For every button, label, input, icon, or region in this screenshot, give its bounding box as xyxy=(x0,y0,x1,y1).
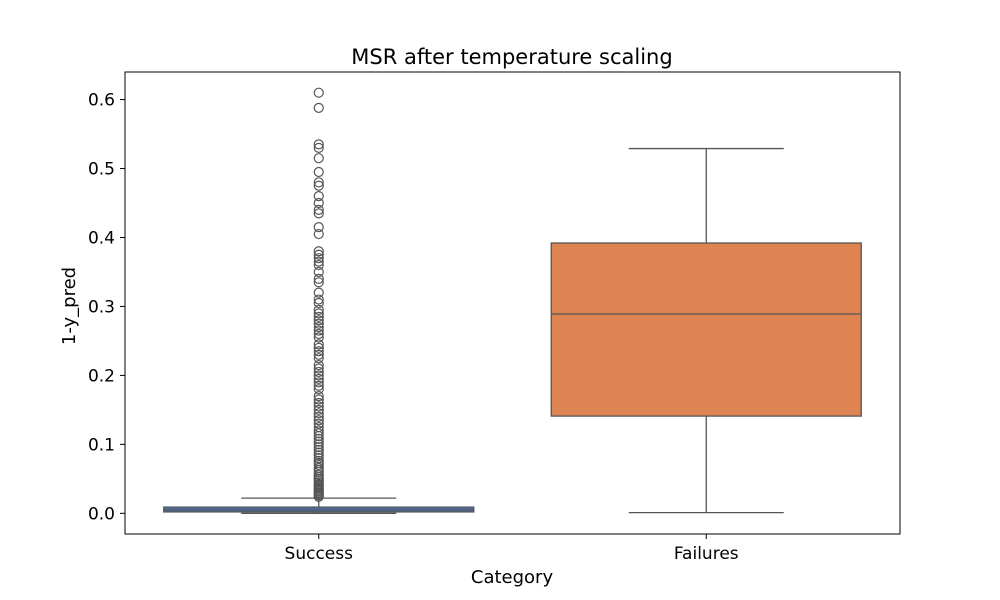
outlier-point xyxy=(313,277,324,288)
outlier-point xyxy=(313,328,324,340)
outlier-point xyxy=(313,153,324,164)
outlier-point xyxy=(313,418,324,429)
x-axis-label: Category xyxy=(471,567,554,588)
outlier-point xyxy=(313,408,324,419)
outlier-point xyxy=(313,450,324,461)
outlier-point xyxy=(313,102,324,113)
outlier-point xyxy=(313,287,324,298)
outlier-point xyxy=(313,444,324,455)
outlier-point xyxy=(313,447,324,458)
outlier-point xyxy=(313,304,324,315)
outlier-point xyxy=(313,180,324,191)
outlier-point xyxy=(313,342,324,353)
outlier-point xyxy=(313,394,324,405)
outlier-point xyxy=(313,353,324,364)
outlier-point xyxy=(313,204,324,216)
outlier-point xyxy=(313,228,324,240)
outlier-point xyxy=(313,253,324,264)
outlier-point xyxy=(313,191,324,202)
outlier-point xyxy=(313,462,324,473)
outlier-point xyxy=(313,208,324,219)
outlier-point xyxy=(313,469,324,480)
outlier-point xyxy=(313,453,324,464)
outlier-point xyxy=(313,373,324,384)
outlier-point xyxy=(313,177,324,188)
outlier-point xyxy=(313,259,324,271)
outlier-point xyxy=(313,311,324,322)
outlier-point xyxy=(313,363,324,374)
outlier-point xyxy=(313,325,324,336)
box-success xyxy=(163,87,475,514)
outlier-point xyxy=(313,377,324,388)
outlier-point xyxy=(313,87,324,98)
outlier-point xyxy=(313,322,324,333)
x-tick-label: Failures xyxy=(674,544,739,564)
outlier-point xyxy=(313,339,324,350)
outlier-point xyxy=(313,315,324,326)
outlier-point xyxy=(313,256,324,267)
y-tick-label: 0.2 xyxy=(88,366,115,386)
outlier-point xyxy=(313,332,324,343)
y-axis-label: 1-y_pred xyxy=(59,267,80,345)
outlier-point xyxy=(313,380,324,391)
y-tick-label: 0.4 xyxy=(88,228,115,248)
outlier-point xyxy=(313,197,324,209)
outlier-point xyxy=(313,370,324,381)
outlier-point xyxy=(313,455,324,467)
outlier-point xyxy=(313,166,324,178)
outlier-point xyxy=(313,425,324,436)
outlier-point xyxy=(313,384,324,395)
outlier-point xyxy=(313,404,324,415)
plot-area xyxy=(163,87,862,514)
chart-title: MSR after temperature scaling xyxy=(351,45,672,69)
outlier-point xyxy=(313,411,324,422)
box-failures xyxy=(550,147,862,514)
outlier-point xyxy=(313,442,324,453)
outlier-point xyxy=(313,401,324,412)
y-tick-label: 0.5 xyxy=(88,160,115,180)
outlier-point xyxy=(313,266,324,278)
outlier-point xyxy=(313,297,324,309)
outlier-point xyxy=(313,349,324,360)
outlier-point xyxy=(313,139,324,150)
outlier-point xyxy=(313,294,324,305)
iqr-box xyxy=(550,242,862,417)
outlier-point xyxy=(313,308,324,319)
outlier-point xyxy=(313,390,324,402)
outlier-point xyxy=(313,246,324,257)
outlier-point xyxy=(313,436,324,447)
outlier-point xyxy=(313,222,324,233)
outlier-point xyxy=(313,346,324,357)
outlier-point xyxy=(313,142,324,153)
outlier-point xyxy=(313,422,324,433)
outlier-point xyxy=(313,397,324,409)
outlier-point xyxy=(313,428,324,439)
outlier-point xyxy=(313,273,324,284)
plot-frame xyxy=(124,71,901,535)
outlier-point xyxy=(313,415,324,426)
outlier-point xyxy=(313,433,324,444)
outlier-point xyxy=(313,249,324,260)
outlier-point xyxy=(313,366,324,378)
outlier-point xyxy=(313,439,324,450)
y-axis-ticks: 0.0 0.1 0.2 0.3 0.4 0.5 0.6 xyxy=(88,91,125,524)
y-tick-label: 0.6 xyxy=(88,91,115,111)
y-tick-label: 0.3 xyxy=(88,297,115,317)
x-tick-label: Success xyxy=(285,544,354,564)
y-tick-label: 0.1 xyxy=(88,435,115,455)
y-tick-label: 0.0 xyxy=(88,504,115,524)
outlier-point xyxy=(313,359,324,371)
x-axis-ticks: Success Failures xyxy=(285,534,739,564)
outlier-point xyxy=(313,318,324,329)
